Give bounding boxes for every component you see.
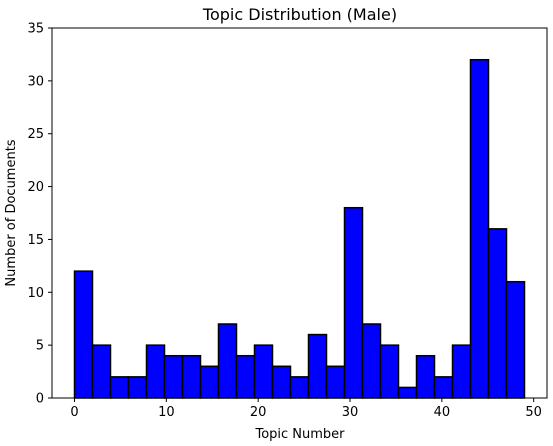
x-tick-label: 50 [525,405,542,420]
y-axis-label: Number of Documents [4,139,19,286]
histogram-bar [487,228,508,399]
y-tick-label: 30 [27,74,44,89]
histogram-bar [325,365,346,399]
y-tick-label: 20 [27,180,44,195]
bars-group [73,58,526,399]
y-tick-label: 5 [36,339,44,354]
x-tick-label: 0 [70,405,78,420]
histogram-bar [109,376,130,399]
histogram-bar [73,270,94,399]
y-tick-label: 10 [27,286,44,301]
y-tick-label: 25 [27,127,44,142]
histogram-bar [127,376,148,399]
histogram-bar [343,206,364,399]
x-tick-label: 10 [158,405,175,420]
histogram-bar [397,386,418,399]
histogram-bar [379,344,400,399]
histogram-bar [217,323,238,399]
x-tick-label: 30 [342,405,359,420]
histogram-bar [469,58,490,399]
histogram-bar [199,365,220,399]
y-axis-ticks: 0 5 10 15 20 25 30 35 [27,22,52,407]
histogram-bar [181,354,202,399]
y-tick-label: 35 [27,22,44,37]
histogram-bar [307,333,328,399]
x-tick-label: 40 [434,405,451,420]
histogram-bar [433,376,454,399]
histogram-bar [91,344,112,399]
y-tick-label: 15 [27,233,44,248]
histogram-bar [163,354,184,399]
histogram-bar [145,344,166,399]
chart-title: Topic Distribution (Male) [202,5,397,24]
histogram-bar [451,344,472,399]
histogram-bar [505,280,526,399]
histogram-bar [253,344,274,399]
x-axis-ticks: 0 10 20 30 40 50 [70,398,542,420]
x-tick-label: 20 [250,405,267,420]
histogram-bar [235,354,256,399]
x-axis-label: Topic Number [254,427,345,442]
y-tick-label: 0 [36,392,44,407]
histogram-bar [289,376,310,399]
histogram-bar [271,365,292,399]
plot-frame [51,27,548,399]
histogram-bar [415,354,436,399]
histogram-bar [361,323,382,399]
